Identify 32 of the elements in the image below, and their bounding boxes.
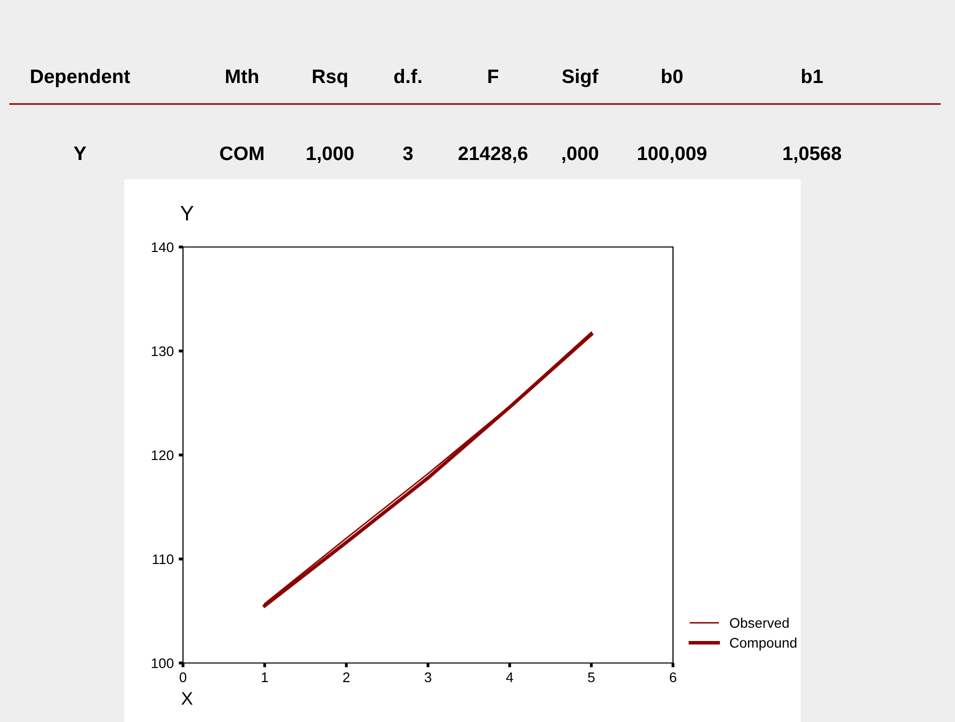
text: Dependent [31, 68, 130, 88]
x-tick-label: 5 [588, 672, 595, 682]
text: Mth [226, 68, 258, 84]
text: 21428,6 [458, 146, 528, 164]
y-tick-label: 140 [152, 242, 174, 252]
y-tick-label: 120 [152, 450, 174, 460]
text: Sigf [562, 68, 598, 88]
x-tick-label: 1 [262, 672, 268, 682]
text: Y [74, 146, 86, 160]
x-tick-label: 6 [670, 672, 676, 682]
y-axis-title: Y [180, 206, 194, 220]
x-tick-label: 2 [343, 672, 350, 682]
text: d.f. [394, 68, 422, 84]
text: ,000 [562, 146, 598, 164]
x-tick-label: 3 [424, 672, 432, 682]
y-tick-label: 130 [152, 346, 174, 356]
text: 1,0568 [783, 146, 842, 164]
legend-label: Compound [730, 638, 796, 650]
text: 1,000 [306, 146, 354, 164]
text: F [488, 70, 498, 84]
x-tick-label: 0 [180, 672, 186, 682]
x-axis-title: X [181, 692, 193, 705]
text: b0 [662, 68, 683, 84]
y-tick-label: 100 [152, 658, 174, 668]
text: b1 [802, 68, 823, 84]
y-tick-label: 110 [152, 554, 174, 564]
text: Rsq [312, 70, 348, 88]
text: 3 [403, 146, 413, 160]
legend-label: Observed [730, 618, 789, 628]
text: 100,009 [638, 146, 706, 164]
x-tick-label: 4 [506, 672, 514, 682]
text: COM [220, 146, 264, 160]
